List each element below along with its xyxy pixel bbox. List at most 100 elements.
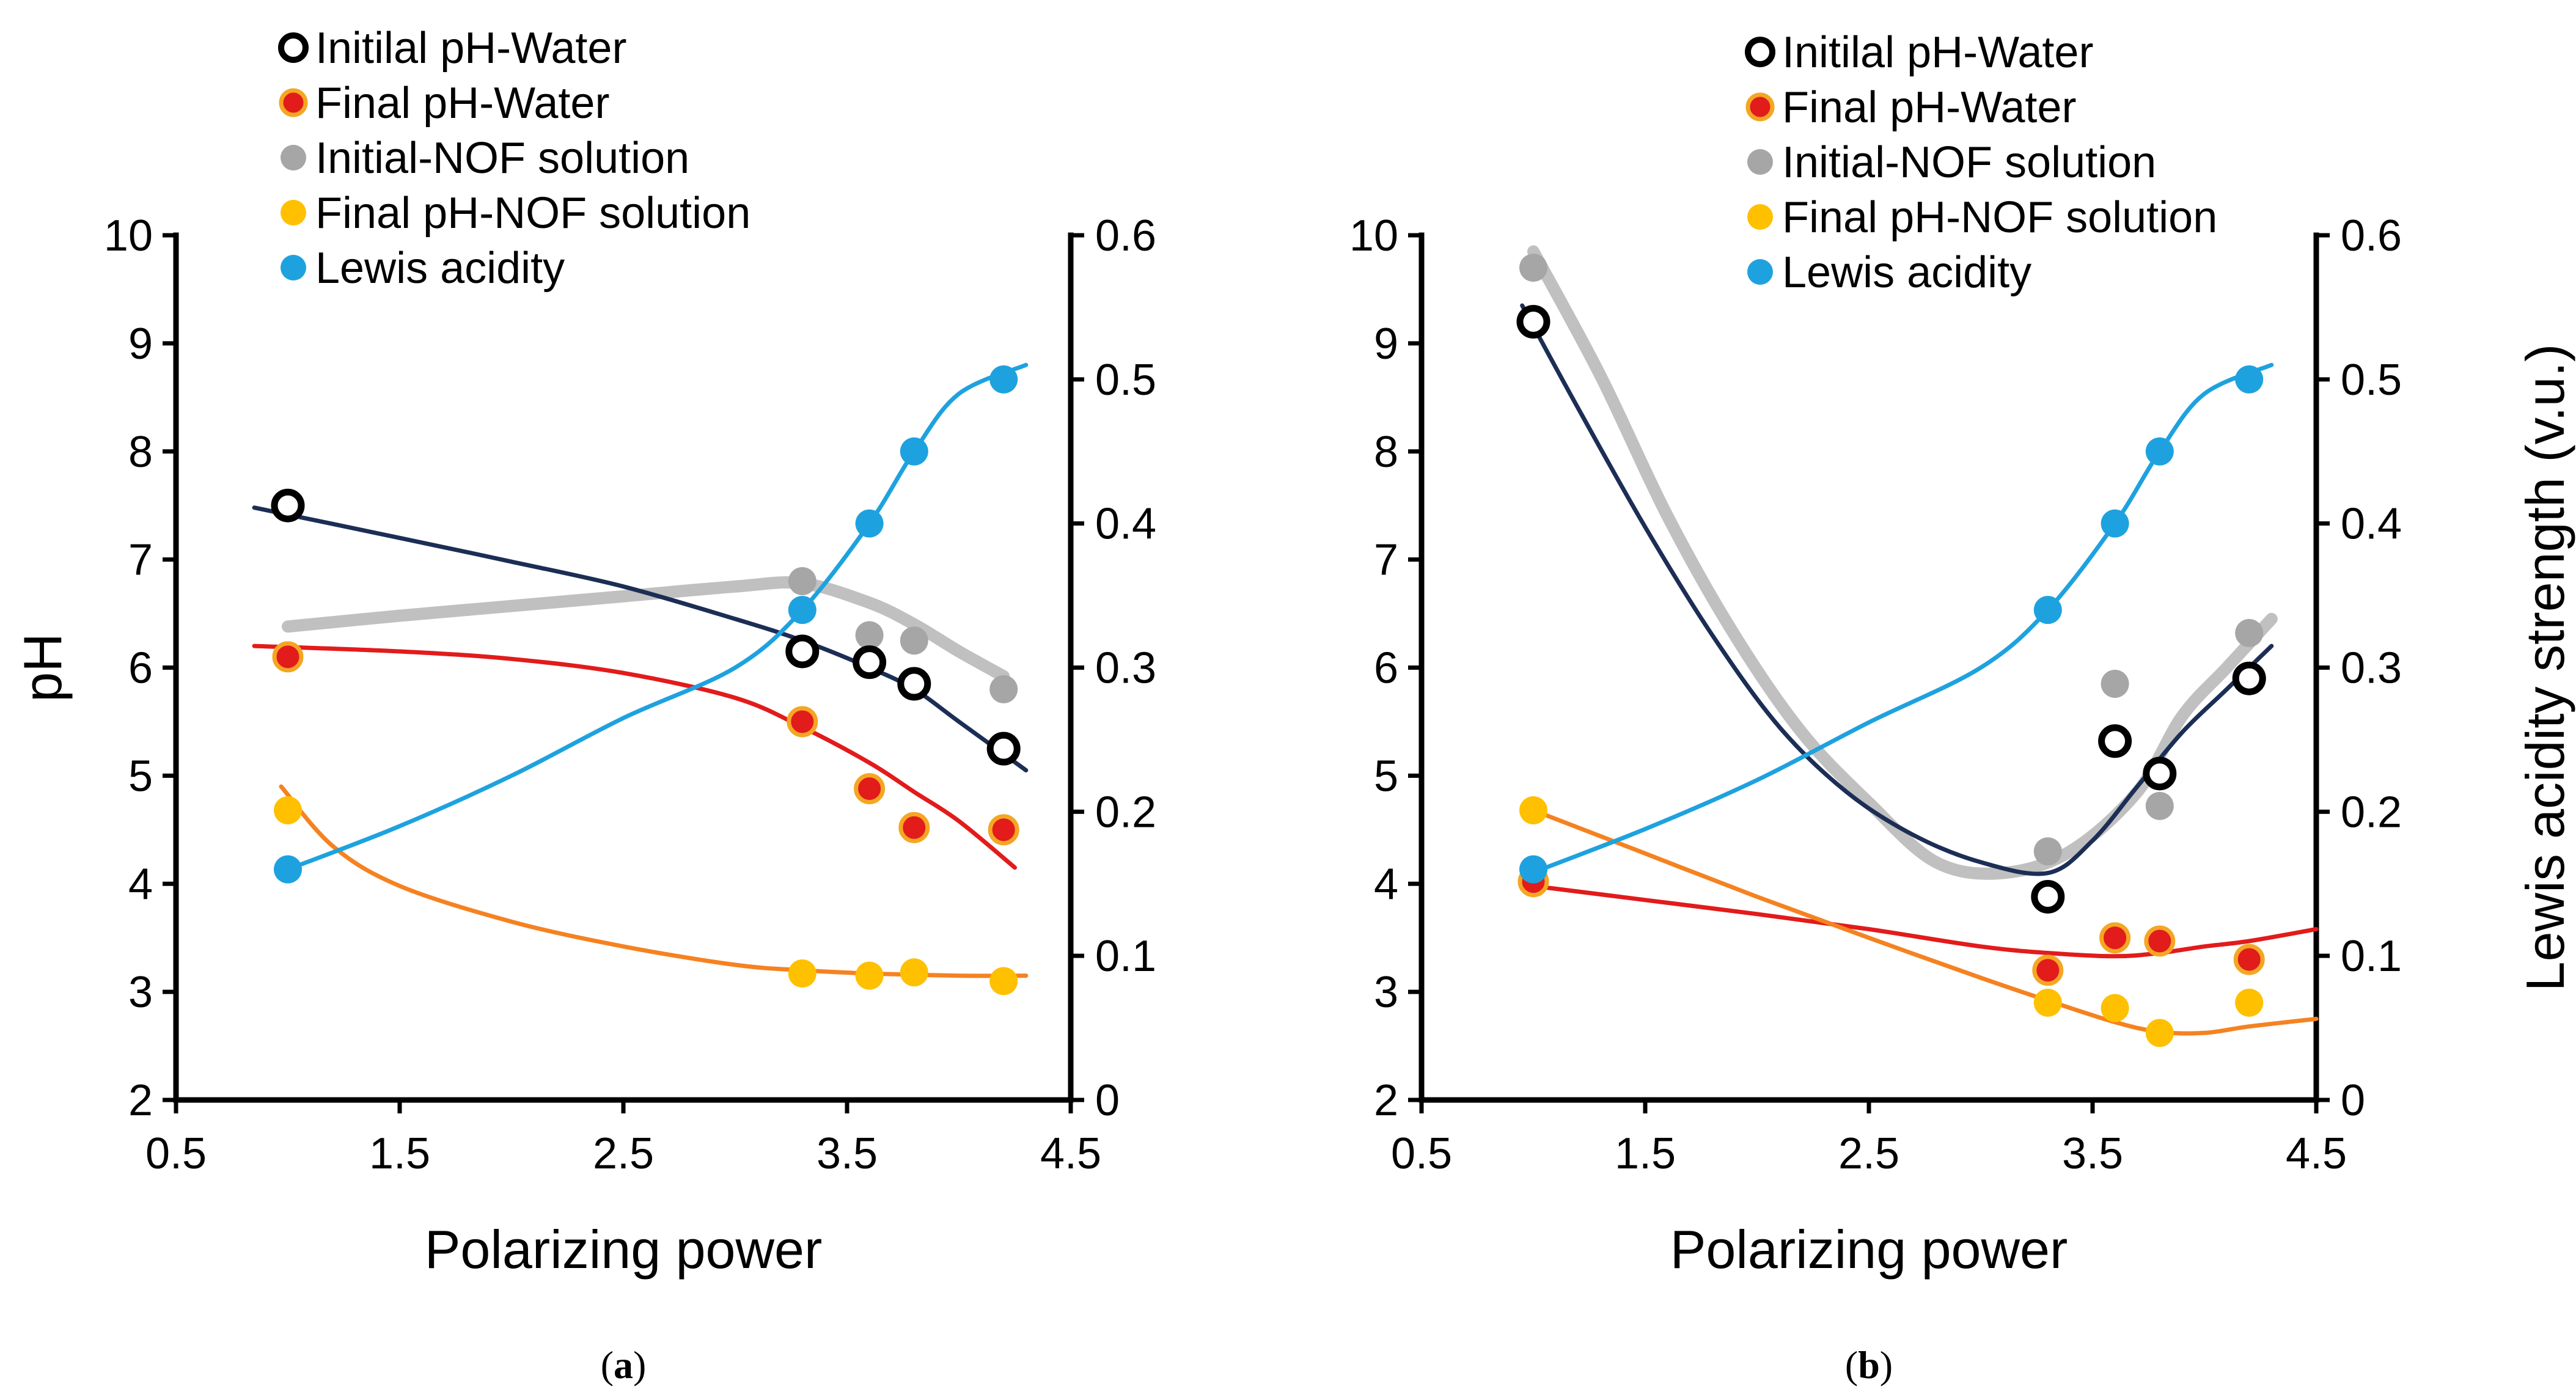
y-tick-label: 10 <box>1349 211 1398 260</box>
point-final-ph-water <box>2233 944 2265 975</box>
legend-marker <box>281 145 306 170</box>
y-tick-label: 7 <box>128 536 153 585</box>
point-initilal-ph-water <box>271 488 305 522</box>
point-lewis-acidity <box>989 365 1018 394</box>
legend-label: Initial-NOF solution <box>1782 138 2156 187</box>
point-final-ph-nof-solution <box>2033 988 2062 1017</box>
y-tick-label: 10 <box>104 211 153 260</box>
caption-letter: a <box>614 1343 633 1387</box>
point-lewis-acidity <box>1519 855 1547 884</box>
point-final-ph-nof-solution <box>1519 796 1547 824</box>
y2-tick-label: 0.3 <box>2341 644 2402 693</box>
trendline-final-ph-water <box>252 643 1017 870</box>
x-tick-label: 4.5 <box>1040 1129 1101 1178</box>
point-initial-nof-solution <box>1519 254 1547 282</box>
legend-label: Lewis acidity <box>1782 248 2031 297</box>
point-lewis-acidity <box>2033 596 2062 625</box>
x-tick-label: 4.5 <box>2286 1129 2347 1178</box>
x-tick-label: 0.5 <box>1391 1129 1452 1178</box>
point-final-ph-water <box>898 812 930 843</box>
x-axis-title: Polarizing power <box>1670 1219 2068 1280</box>
point-initial-nof-solution <box>855 621 884 650</box>
legend-label: Initilal pH-Water <box>1782 28 2093 77</box>
y-tick-label: 8 <box>1374 428 1398 477</box>
chart-panel-b: 2 3 4 5 6 7 8 9 10 0 0.1 0.2 0.3 0.4 0.5 0.6 0.5 1.5 2.5 3.… <box>1349 28 2575 1387</box>
legend-label: Lewis acidity <box>315 244 565 293</box>
y2-tick-label: 0.4 <box>1095 500 1156 549</box>
legend-marker <box>1747 204 1773 230</box>
y2-tick-label: 0.6 <box>2341 211 2402 260</box>
y-tick-label: 5 <box>1374 752 1398 801</box>
point-initilal-ph-water <box>2031 879 2065 914</box>
point-final-ph-water <box>272 641 304 673</box>
trendline-lewis-acidity <box>1520 362 2274 879</box>
y2-tick-label: 0.2 <box>1095 788 1156 837</box>
point-initial-nof-solution <box>2033 837 2062 866</box>
point-final-ph-water <box>988 814 1019 846</box>
panel-caption: (b) <box>1845 1343 1893 1387</box>
point-lewis-acidity <box>855 509 884 538</box>
y-tick-label: 7 <box>1374 536 1398 585</box>
legend-label: Final pH-NOF solution <box>1782 193 2217 242</box>
y2-tick-label: 0.5 <box>2341 356 2402 405</box>
trendline-initial-nof-solution <box>1527 245 2278 880</box>
legend: Initilal pH-Water Final pH-Water Initial-N… <box>1745 28 2217 297</box>
y-tick-label: 3 <box>1374 968 1398 1017</box>
point-initial-nof-solution <box>989 675 1018 703</box>
y2-tick-label: 0.2 <box>2341 788 2402 837</box>
legend-marker <box>1747 259 1773 285</box>
caption-paren: ( <box>601 1343 614 1387</box>
point-lewis-acidity <box>900 437 928 466</box>
legend-marker <box>1745 37 1775 67</box>
y-tick-label: 2 <box>1374 1076 1398 1125</box>
trendline-final-ph-water <box>1531 884 2319 959</box>
point-lewis-acidity <box>788 596 816 625</box>
y2-tick-label: 0 <box>2341 1076 2365 1125</box>
trendline-initilal-ph-water <box>1520 303 2274 876</box>
point-initial-nof-solution <box>2235 618 2264 647</box>
point-final-ph-water <box>2144 925 2176 957</box>
point-initilal-ph-water <box>2098 724 2132 758</box>
x-axis-title: Polarizing power <box>425 1219 823 1280</box>
y2-tick-label: 0.4 <box>2341 500 2402 549</box>
trendline-lewis-acidity <box>285 362 1029 872</box>
x-tick-label: 1.5 <box>369 1129 430 1178</box>
y2-tick-label: 0 <box>1095 1076 1120 1125</box>
caption-paren: ) <box>633 1343 646 1387</box>
y2-tick-label: 0.1 <box>1095 932 1156 981</box>
legend-label: Initial-NOF solution <box>315 134 689 183</box>
y-tick-label: 9 <box>1374 320 1398 368</box>
point-final-ph-water <box>2032 955 2064 986</box>
caption-paren: ) <box>1880 1343 1893 1387</box>
legend: Initilal pH-Water Final pH-Water Initial-N… <box>278 24 750 293</box>
point-final-ph-water <box>787 706 818 738</box>
y-tick-label: 8 <box>128 428 153 477</box>
point-lewis-acidity <box>274 855 302 884</box>
y-tick-label: 5 <box>128 752 153 801</box>
y-tick-label: 3 <box>128 968 153 1017</box>
chart-panel-a: 2 3 4 5 6 7 8 9 10 0 0.1 0.2 0.3 0.4 0.5 0.6 0.5 1.5 2.5 3.… <box>12 24 1156 1387</box>
point-final-ph-nof-solution <box>855 961 884 990</box>
point-final-ph-nof-solution <box>2235 988 2264 1017</box>
y-tick-label: 2 <box>128 1076 153 1125</box>
point-lewis-acidity <box>2145 437 2174 466</box>
caption-paren: ( <box>1845 1343 1858 1387</box>
y-tick-label: 4 <box>128 860 153 909</box>
y-axis-title: pH <box>12 633 73 702</box>
point-final-ph-nof-solution <box>274 796 302 824</box>
point-final-ph-nof-solution <box>989 967 1018 995</box>
legend-marker <box>1745 92 1775 122</box>
x-tick-label: 3.5 <box>816 1129 878 1178</box>
trendline-initial-nof-solution <box>282 576 1010 683</box>
point-initilal-ph-water <box>897 667 931 701</box>
y2-tick-label: 0.3 <box>1095 644 1156 693</box>
trendline-initilal-ph-water <box>252 505 1029 772</box>
point-initilal-ph-water <box>785 634 820 669</box>
y-tick-label: 6 <box>1374 644 1398 693</box>
trendline-final-ph-nof-solution <box>1531 808 2319 1036</box>
point-initilal-ph-water <box>2232 661 2266 695</box>
x-tick-label: 2.5 <box>593 1129 654 1178</box>
legend-marker <box>279 88 308 117</box>
y2-tick-label: 0.5 <box>1095 356 1156 405</box>
